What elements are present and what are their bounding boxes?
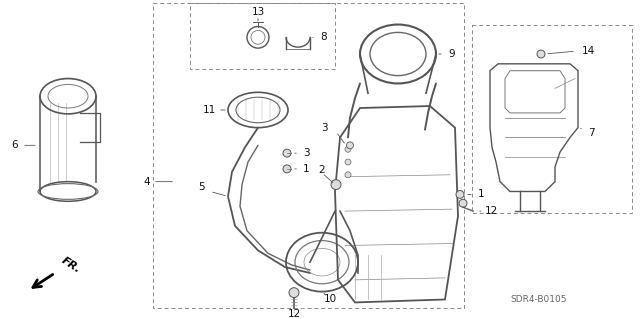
Circle shape (459, 199, 467, 207)
Text: 6: 6 (12, 140, 18, 150)
Text: 1: 1 (478, 189, 484, 199)
Text: 1: 1 (303, 164, 310, 174)
Circle shape (283, 165, 291, 173)
Text: 8: 8 (320, 32, 326, 42)
Text: 5: 5 (198, 182, 205, 192)
Circle shape (346, 142, 353, 149)
Circle shape (283, 149, 291, 157)
Bar (153, 3, 464, 308)
Text: 14: 14 (582, 46, 595, 56)
Circle shape (345, 146, 351, 152)
Circle shape (345, 159, 351, 165)
Text: SDR4-B0105: SDR4-B0105 (510, 295, 566, 304)
Bar (190, 3, 335, 69)
Text: 13: 13 (252, 7, 264, 17)
Circle shape (345, 172, 351, 178)
Text: 10: 10 (323, 294, 337, 304)
Text: 2: 2 (318, 165, 324, 175)
Circle shape (456, 190, 464, 198)
Text: 9: 9 (448, 49, 454, 59)
Text: 3: 3 (303, 148, 310, 158)
Bar (472, 25, 632, 213)
Text: 3: 3 (321, 122, 328, 133)
Circle shape (289, 288, 299, 298)
Circle shape (331, 180, 341, 189)
Text: 12: 12 (485, 206, 499, 216)
Text: 12: 12 (287, 309, 301, 319)
Text: 4: 4 (143, 177, 150, 187)
Circle shape (537, 50, 545, 58)
Text: 7: 7 (588, 128, 595, 137)
Text: 11: 11 (203, 105, 216, 115)
Text: FR.: FR. (60, 255, 83, 275)
